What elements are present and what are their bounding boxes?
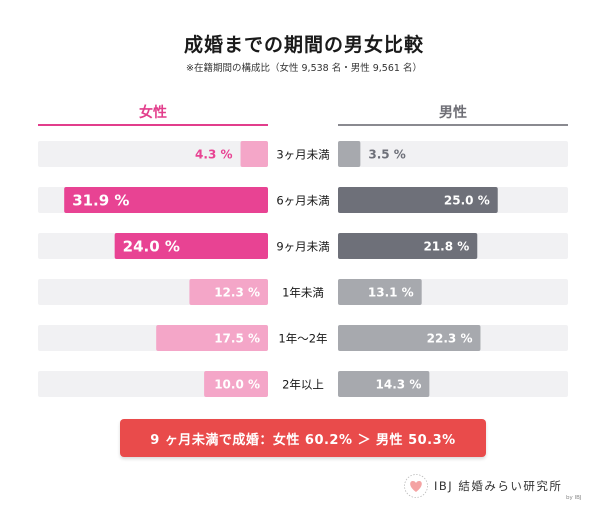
female-bar (189, 279, 268, 305)
male-data-label: 14.3 % (376, 378, 422, 392)
female-data-label: 4.3 % (195, 148, 232, 162)
chart-title: 成婚までの期間の男女比較 (183, 34, 424, 56)
category-label: 1年〜2年 (278, 332, 327, 346)
female-bar (114, 233, 269, 259)
male-bar (338, 233, 478, 259)
chart-subtitle: ※在籍期間の構成比（女性 9,538 名・男性 9,561 名） (186, 63, 422, 74)
female-data-label: 31.9 % (72, 192, 129, 210)
heart-icon (404, 474, 428, 498)
category-label: 9ヶ月未満 (276, 240, 329, 254)
male-data-label: 22.3 % (427, 332, 473, 346)
female-data-label: 17.5 % (214, 332, 260, 346)
category-label: 3ヶ月未満 (276, 148, 329, 162)
female-bar (156, 325, 268, 351)
male-data-label: 21.8 % (423, 240, 469, 254)
female-header-underline (38, 124, 268, 126)
female-data-label: 10.0 % (214, 378, 260, 392)
female-bar (64, 187, 268, 213)
category-label: 6ヶ月未満 (276, 194, 329, 208)
butterfly-bar-chart: 4.3 % 3.5 % 3ヶ月未満 31.9 % 25.0 % 6ヶ月未満 24.0 % 21… (38, 141, 568, 397)
female-bar (240, 141, 268, 167)
logo-by-text: by IBJ (566, 495, 582, 501)
male-bar (338, 141, 361, 167)
conclusion-banner: 9 ヶ月未満で成婚：女性 60.2% ＞ 男性 50.3% (120, 419, 486, 457)
male-bar (338, 371, 430, 397)
category-label: 2年以上 (282, 378, 324, 392)
male-header-underline (338, 124, 568, 126)
female-bar (204, 371, 268, 397)
male-data-label: 3.5 % (368, 148, 405, 162)
female-data-label: 12.3 % (214, 286, 260, 300)
male-bar (338, 325, 481, 351)
female-track (38, 141, 268, 167)
male-column-header: 男性 (439, 105, 467, 121)
female-column-header: 女性 (139, 105, 167, 121)
logo-text: IBJ 結婚みらい研究所 (434, 479, 563, 493)
male-data-label: 13.1 % (368, 286, 414, 300)
female-data-label: 24.0 % (123, 238, 180, 256)
ibj-logo: IBJ 結婚みらい研究所 by IBJ (404, 474, 582, 501)
male-bar (338, 279, 422, 305)
male-bar (338, 187, 498, 213)
male-data-label: 25.0 % (444, 194, 490, 208)
category-label: 1年未満 (282, 286, 324, 300)
male-track (338, 141, 568, 167)
